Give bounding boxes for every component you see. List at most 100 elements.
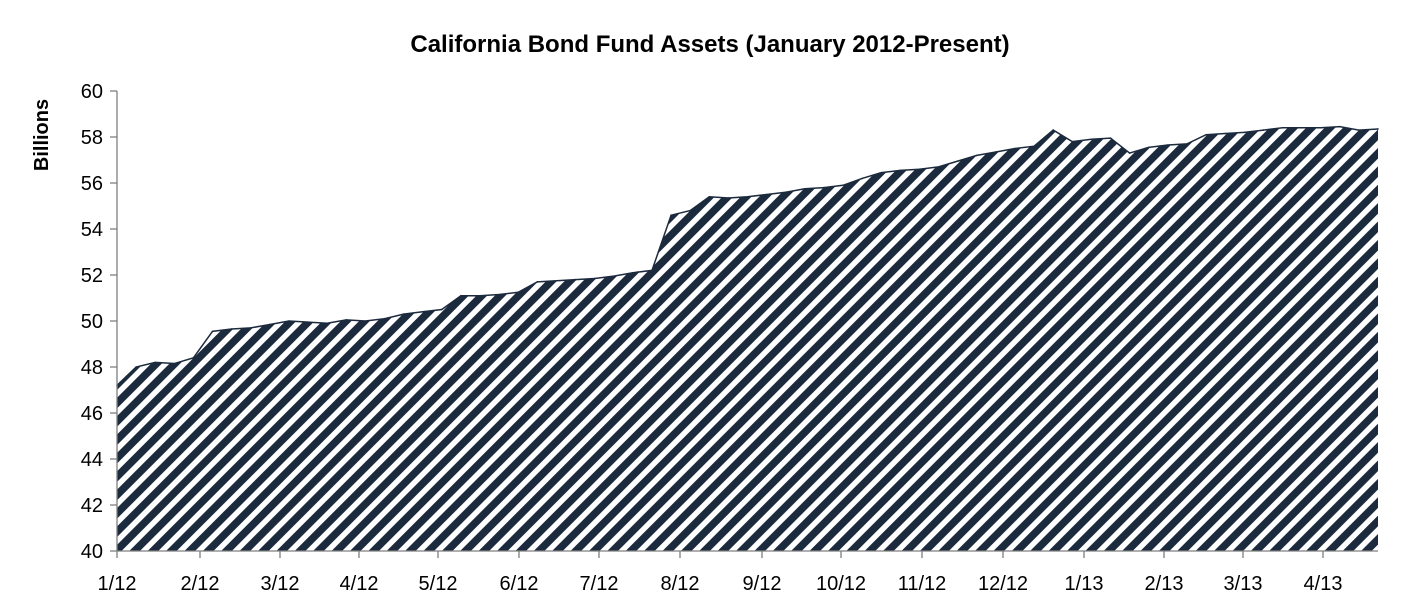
x-tick-label: 7/12 — [580, 573, 619, 595]
data-point — [1033, 145, 1035, 147]
data-point — [880, 171, 883, 174]
data-point — [288, 320, 290, 322]
y-tick-label: 50 — [81, 311, 103, 333]
data-point — [727, 197, 730, 199]
data-point — [1224, 132, 1226, 135]
data-point — [1090, 138, 1093, 141]
data-point — [1147, 146, 1150, 149]
data-point — [670, 214, 672, 216]
data-point — [1243, 131, 1246, 134]
data-point — [1109, 137, 1112, 139]
data-point — [1071, 140, 1074, 143]
data-point — [612, 275, 615, 277]
data-point — [1281, 127, 1284, 129]
y-tick-label: 40 — [81, 541, 103, 563]
data-point — [555, 279, 558, 282]
x-tick-label: 4/12 — [340, 573, 379, 595]
data-point — [326, 322, 328, 325]
series-area — [117, 126, 1378, 552]
x-tick-label: 9/12 — [743, 573, 782, 595]
y-axis-label: Billions — [31, 99, 53, 171]
data-point — [230, 328, 233, 330]
data-point — [211, 330, 214, 333]
data-point — [823, 186, 825, 189]
x-tick-label: 5/12 — [419, 573, 458, 595]
data-point — [593, 277, 596, 280]
data-point — [1205, 133, 1207, 136]
y-tick-labels: 40 42 44 46 48 50 52 54 56 58 60 — [81, 81, 103, 563]
y-tick-label: 44 — [81, 449, 103, 471]
data-point — [135, 366, 137, 368]
y-tick-label: 58 — [81, 127, 103, 149]
data-point — [975, 154, 978, 157]
data-point — [746, 196, 749, 198]
x-tick-labels: 1/12 2/12 3/12 4/12 5/12 6/12 7/12 8/12 9/12 10/1… — [98, 573, 1343, 595]
x-tick-label: 11/12 — [898, 573, 947, 595]
x-tick-label: 2/13 — [1145, 573, 1184, 595]
data-point — [937, 166, 940, 168]
data-point — [345, 319, 348, 321]
data-point — [689, 209, 691, 212]
data-point — [1377, 128, 1379, 130]
y-tick-label: 46 — [81, 403, 103, 425]
data-point — [708, 196, 711, 198]
data-point — [460, 294, 462, 297]
data-point — [1167, 144, 1169, 146]
axis-layer — [110, 90, 1378, 558]
data-point — [249, 327, 252, 329]
data-point — [861, 177, 863, 180]
data-point — [918, 168, 921, 170]
data-point — [441, 308, 443, 311]
x-tick-label: 10/12 — [816, 573, 866, 595]
data-point — [1186, 143, 1188, 145]
data-point — [1319, 127, 1322, 129]
data-point — [804, 187, 806, 190]
data-point — [421, 311, 424, 313]
y-tick-label: 52 — [81, 265, 103, 287]
data-point — [307, 321, 309, 323]
data-point — [651, 269, 653, 272]
x-tick-label: 3/12 — [261, 573, 300, 595]
data-point — [154, 361, 157, 364]
data-point — [536, 281, 539, 283]
data-point — [517, 291, 520, 294]
data-point — [1128, 152, 1131, 154]
data-point — [899, 169, 902, 172]
data-point — [1052, 129, 1054, 131]
data-point — [1300, 127, 1303, 129]
data-point — [383, 317, 386, 320]
x-tick-label: 8/12 — [661, 573, 700, 595]
data-point — [479, 294, 481, 297]
data-point — [269, 323, 271, 326]
data-point — [1014, 147, 1016, 150]
data-point — [1338, 125, 1341, 128]
x-tick-label: 1/13 — [1065, 573, 1104, 595]
x-tick-label: 12/12 — [978, 573, 1028, 595]
y-tick-label: 48 — [81, 357, 103, 379]
data-point — [402, 313, 405, 315]
x-tick-label: 4/13 — [1304, 573, 1343, 595]
y-tick-label: 54 — [81, 219, 103, 241]
x-tick-label: 6/12 — [500, 573, 539, 595]
data-point — [784, 191, 787, 193]
data-point — [192, 357, 195, 359]
x-tick-label: 3/13 — [1224, 573, 1263, 595]
data-point — [364, 320, 367, 322]
x-tick-label: 2/12 — [181, 573, 220, 595]
data-point — [995, 151, 997, 153]
data-point — [498, 293, 500, 296]
data-point — [632, 271, 634, 274]
data-point — [574, 278, 577, 281]
area-layer — [116, 125, 1379, 552]
data-point — [956, 160, 959, 162]
data-point — [173, 362, 176, 365]
data-point — [1358, 129, 1360, 131]
data-point — [1262, 129, 1265, 131]
y-tick-label: 60 — [81, 81, 103, 103]
y-tick-label: 56 — [81, 173, 103, 195]
y-tick-label: 42 — [81, 495, 103, 517]
chart-title: California Bond Fund Assets (January 201… — [410, 31, 1009, 58]
data-point — [765, 193, 768, 196]
